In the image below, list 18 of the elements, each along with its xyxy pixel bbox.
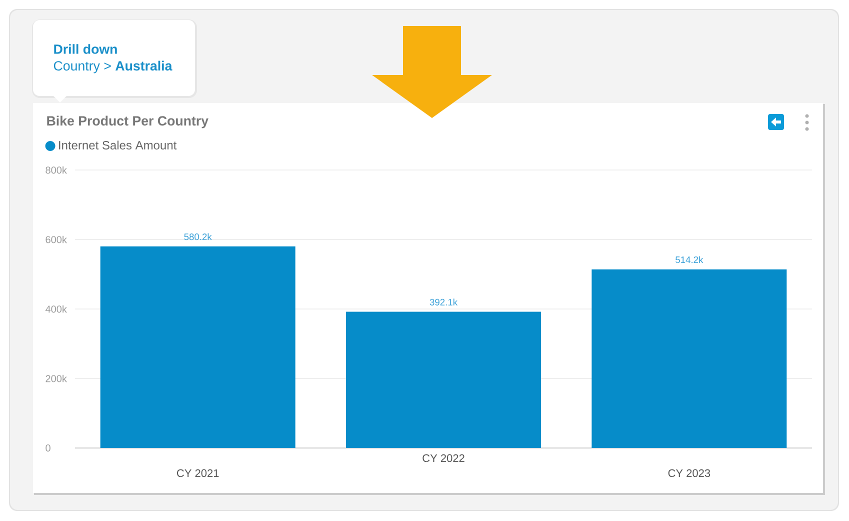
chart-title: Bike Product Per Country [47, 116, 208, 128]
x-tick-label: CY 2021 [177, 469, 219, 478]
text: Drill down [54, 44, 117, 54]
y-tick-label: 600k [46, 236, 67, 244]
x-tick-label: CY 2023 [668, 469, 710, 478]
y-tick-label: 200k [46, 374, 67, 382]
text: Country > Australia [54, 60, 172, 74]
data-label: 580.2k [184, 233, 212, 240]
legend-label: Internet Sales Amount [59, 140, 177, 150]
data-label: 392.1k [430, 298, 458, 306]
bar [346, 312, 542, 448]
x-tick-label: CY 2022 [422, 454, 464, 462]
bar [100, 246, 296, 448]
bar [592, 269, 787, 448]
y-tick-label: 400k [46, 305, 67, 313]
y-tick-label: 800k [46, 166, 67, 174]
data-label: 514.2k [676, 256, 704, 264]
y-tick-label: 0 [46, 444, 50, 452]
